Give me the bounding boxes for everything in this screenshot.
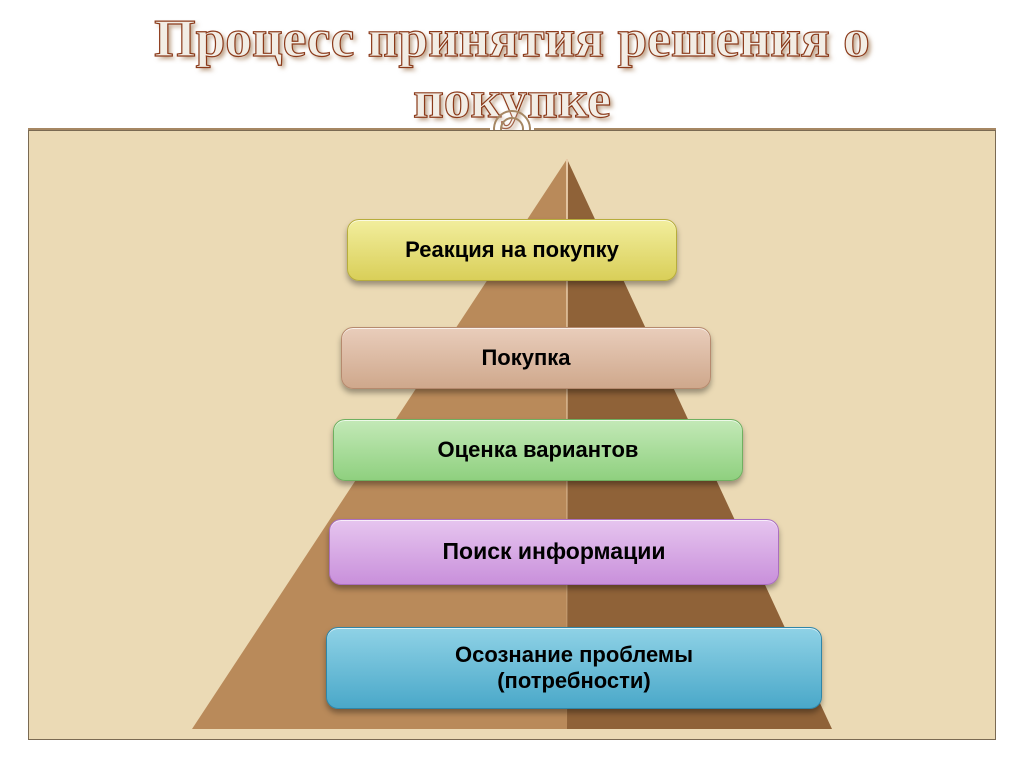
- pyramid-level-4: Осознание проблемы (потребности): [326, 627, 822, 709]
- pyramid-level-3: Поиск информации: [329, 519, 779, 585]
- pyramid-level-label-0: Реакция на покупку: [405, 237, 619, 263]
- pyramid-level-label-4: Осознание проблемы (потребности): [455, 642, 693, 695]
- pyramid-level-label-2: Оценка вариантов: [438, 437, 639, 463]
- pyramid-level-2: Оценка вариантов: [333, 419, 743, 481]
- pyramid-level-0: Реакция на покупку: [347, 219, 677, 281]
- pyramid-level-label-1: Покупка: [481, 345, 570, 371]
- pyramid-level-1: Покупка: [341, 327, 711, 389]
- diagram-canvas: Реакция на покупку Покупка Оценка варианто…: [28, 130, 996, 740]
- pyramid-level-label-3: Поиск информации: [443, 538, 666, 566]
- title-line-1: Процесс принятия решения о: [154, 8, 870, 68]
